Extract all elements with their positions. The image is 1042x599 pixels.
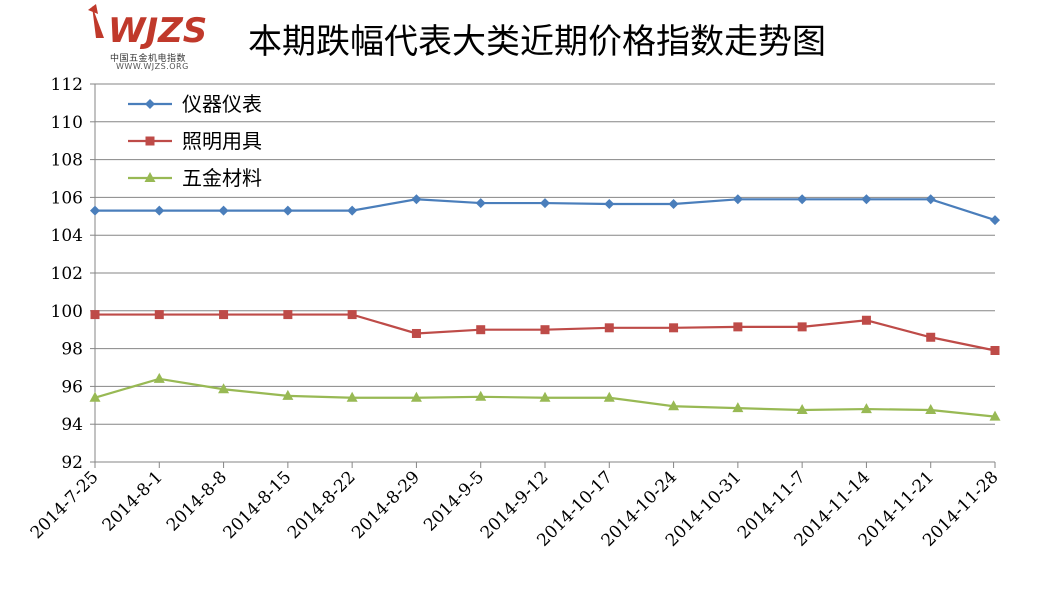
brand-logo: WJZS 中国五金机电指数 WWW.WJZS.ORG — [86, 2, 216, 72]
data-point — [476, 325, 486, 335]
data-point — [540, 198, 550, 209]
data-point — [282, 205, 293, 216]
data-point — [283, 310, 293, 320]
logo-mark-icon: WJZS — [88, 4, 207, 51]
data-point — [475, 390, 487, 401]
data-point — [218, 205, 229, 216]
data-point — [732, 402, 744, 413]
series-3 — [89, 372, 1001, 421]
data-point — [925, 194, 936, 205]
data-point — [347, 205, 358, 216]
y-tick-label: 94 — [61, 415, 83, 435]
data-point — [925, 404, 937, 415]
legend-item: 五金材料 — [128, 166, 262, 190]
y-tick-label: 104 — [51, 226, 83, 246]
data-point — [604, 199, 615, 210]
data-point — [154, 205, 165, 216]
data-point — [475, 198, 486, 209]
y-tick-label: 106 — [51, 188, 83, 208]
legend-label: 五金材料 — [182, 166, 262, 190]
y-tick-label: 96 — [61, 377, 83, 397]
data-point — [989, 410, 1001, 421]
data-point — [539, 391, 551, 402]
logo-url: WWW.WJZS.ORG — [116, 62, 189, 71]
data-point — [153, 372, 165, 383]
legend-swatch-marker — [145, 136, 155, 146]
y-tick-label: 98 — [61, 340, 83, 360]
series-2 — [90, 310, 1000, 355]
data-point — [347, 310, 357, 320]
legend-label: 仪器仪表 — [182, 92, 262, 116]
data-point — [733, 322, 743, 332]
legend-item: 照明用具 — [128, 129, 262, 153]
data-point — [861, 315, 871, 325]
data-point — [411, 328, 421, 338]
data-point — [669, 323, 679, 333]
data-point — [861, 194, 872, 205]
data-point — [604, 323, 614, 333]
y-tick-label: 108 — [51, 151, 83, 171]
data-point — [89, 391, 101, 402]
data-point — [346, 391, 358, 402]
y-tick-label: 112 — [51, 75, 83, 95]
x-tick-label: 2014-8-22 — [284, 467, 360, 543]
data-point — [797, 194, 808, 205]
data-point — [797, 322, 807, 332]
y-tick-label: 92 — [61, 453, 83, 473]
legend-swatch-marker — [144, 172, 156, 182]
legend-label: 照明用具 — [182, 129, 262, 153]
data-point — [90, 310, 100, 320]
logo-subtitle: 中国五金机电指数 — [110, 54, 187, 64]
grid-lines — [95, 83, 995, 425]
data-point — [990, 345, 1000, 355]
data-point — [668, 400, 680, 411]
x-tick-label: 2014-7-25 — [27, 467, 103, 543]
data-point — [860, 403, 872, 414]
legend-swatch-marker — [145, 99, 155, 109]
data-point — [540, 325, 550, 335]
x-tick-label: 2014-9-5 — [420, 467, 488, 535]
data-point — [282, 389, 294, 400]
chart-title: 本期跌幅代表大类近期价格指数走势图 — [248, 22, 826, 62]
data-point — [219, 310, 229, 320]
data-point — [990, 215, 1000, 226]
data-point — [90, 205, 100, 216]
x-tick-labels: 2014-7-252014-8-12014-8-82014-8-152014-8… — [27, 467, 1003, 550]
data-point — [411, 194, 422, 205]
data-point — [218, 383, 230, 394]
series-lines — [89, 194, 1001, 421]
logo-mark-text: WJZS — [108, 11, 207, 51]
y-tick-label: 100 — [51, 302, 83, 322]
data-point — [926, 332, 936, 342]
data-point — [732, 194, 743, 205]
series-1 — [90, 194, 1000, 226]
legend-item: 仪器仪表 — [128, 92, 262, 116]
data-point — [796, 404, 808, 415]
data-point — [154, 310, 164, 320]
y-tick-label: 102 — [51, 264, 83, 284]
data-point — [410, 391, 422, 402]
data-point — [603, 391, 615, 402]
y-tick-label: 110 — [51, 113, 83, 133]
x-tick-label: 2014-8-8 — [163, 467, 231, 535]
data-point — [668, 199, 679, 210]
y-tick-labels: 92 94 96 98 100 102 104 106 108 110 112 — [51, 75, 83, 473]
x-tick-label: 2014-8-29 — [348, 467, 424, 543]
x-tick-label: 2014-8-15 — [220, 467, 296, 543]
x-tick-label: 2014-8-1 — [99, 467, 167, 535]
